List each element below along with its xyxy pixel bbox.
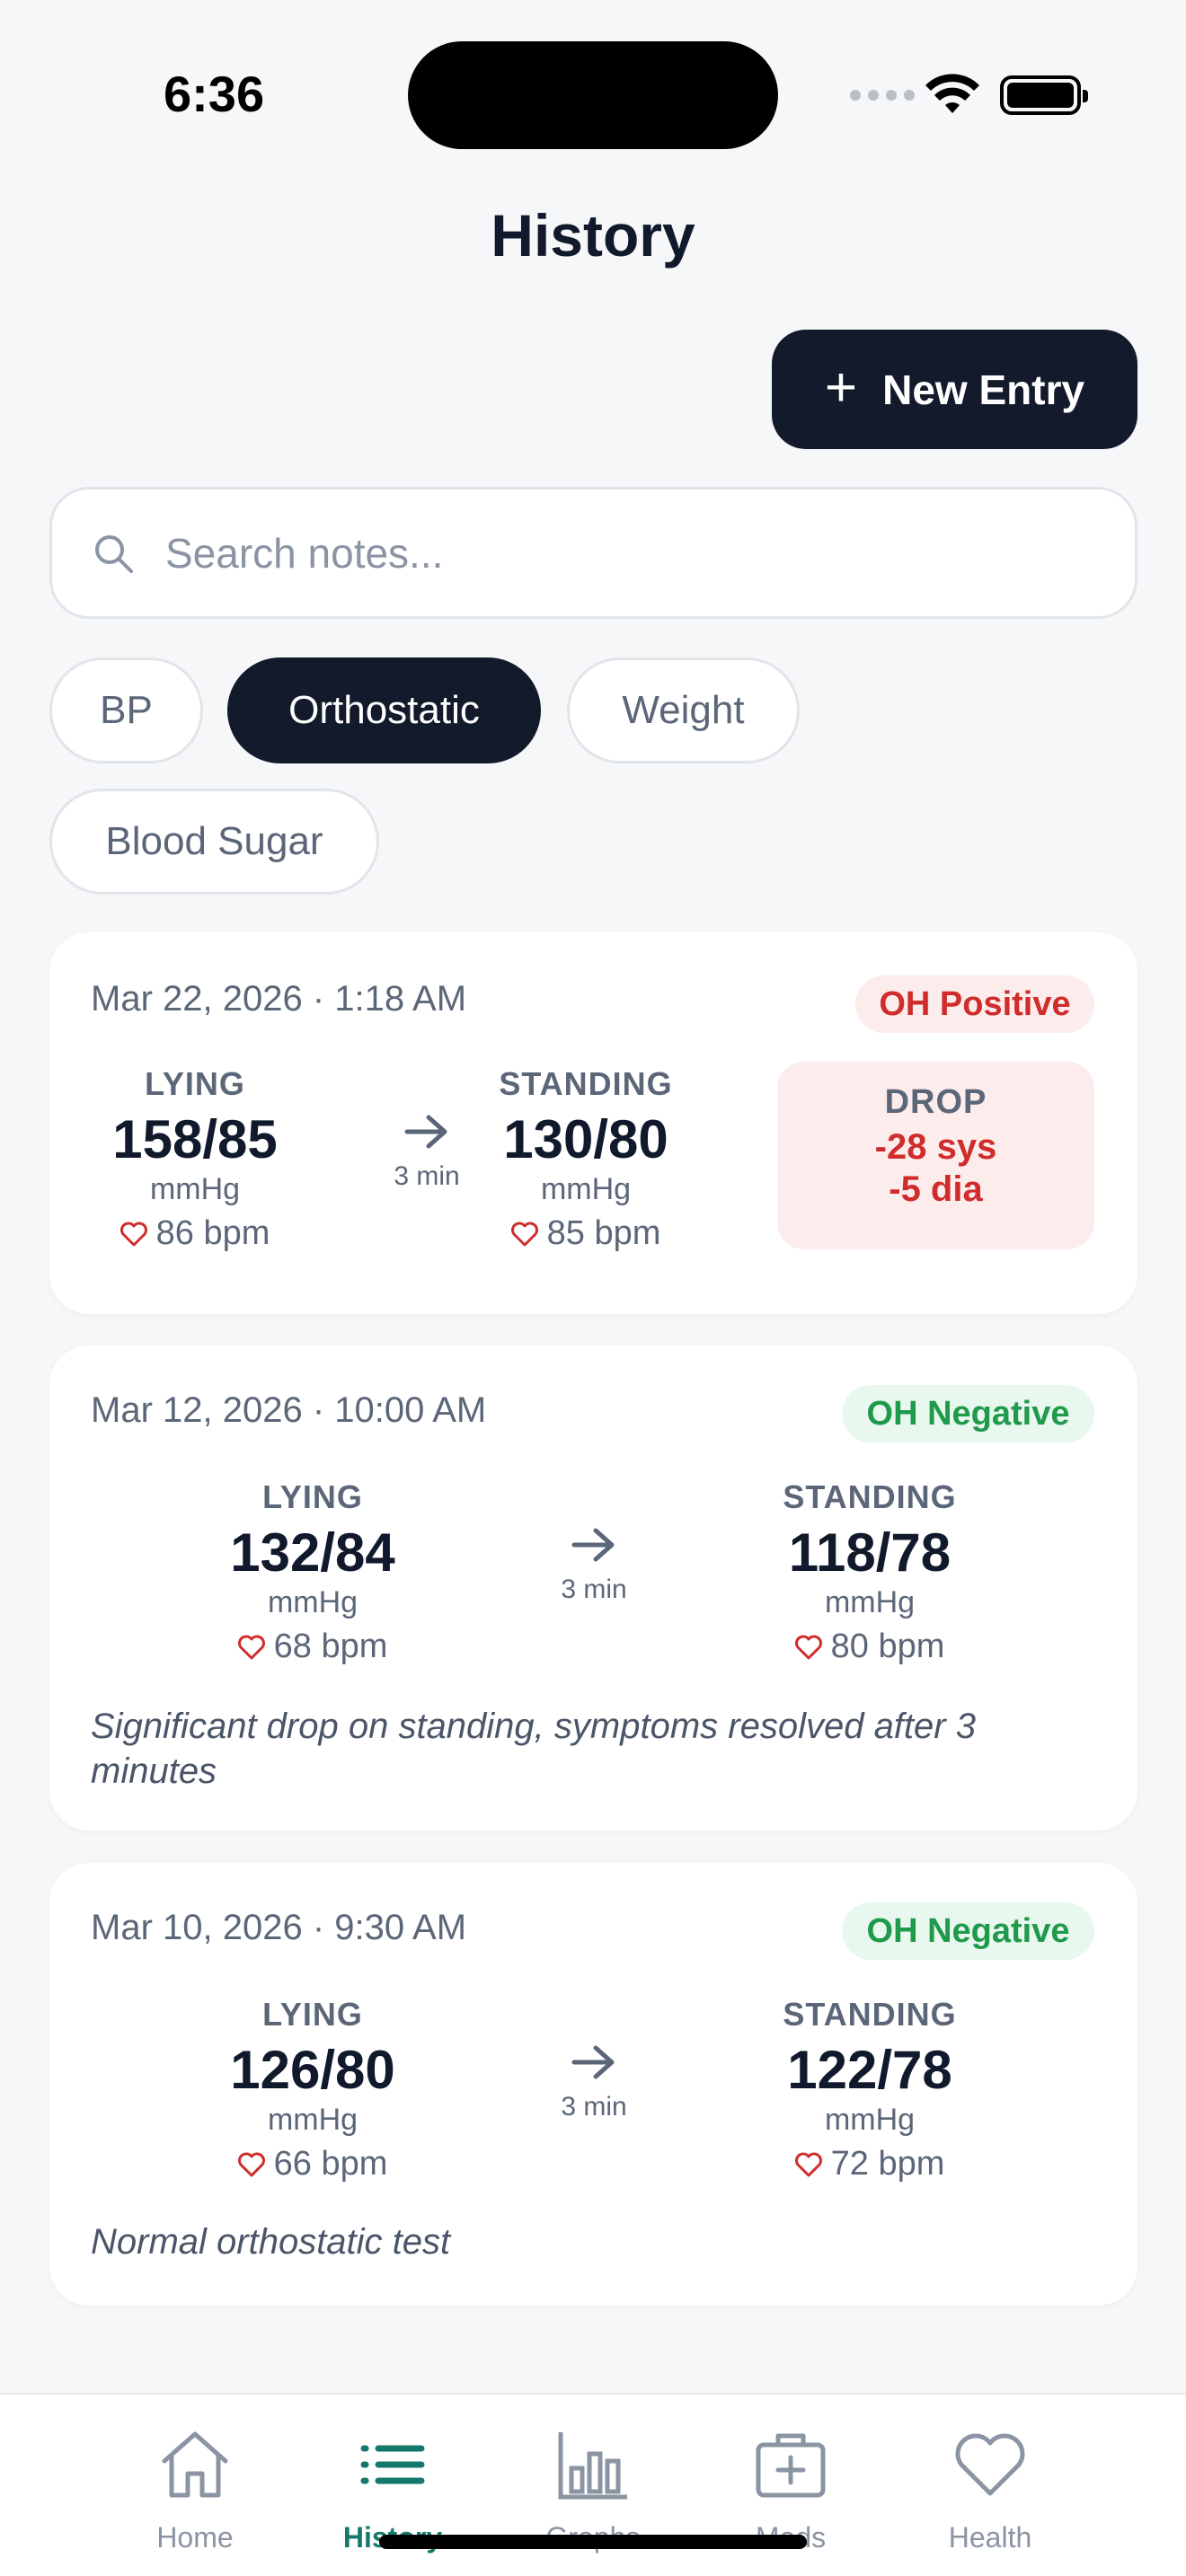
heart-icon [237, 2152, 265, 2176]
entry-date: Mar 22, 2026 · 1:18 AM [91, 979, 467, 1019]
status-badge: OH Positive [855, 975, 1094, 1033]
dynamic-island [408, 41, 778, 149]
standing-pulse: 72 bpm [762, 2145, 978, 2183]
tab-home[interactable]: Home [105, 2427, 285, 2554]
standing-bp: 122/78 [787, 2040, 952, 2100]
heart-icon [794, 2152, 822, 2176]
lying-unit: mmHg [267, 1585, 358, 1619]
status-time: 6:36 [164, 66, 265, 122]
transition-arrow: 3 min [540, 1525, 648, 1605]
standing-unit: mmHg [824, 2103, 916, 2137]
lying-bp: 132/84 [230, 1522, 395, 1583]
bar-chart-icon [558, 2432, 627, 2500]
drop-label: DROP [884, 1083, 987, 1121]
filter-chip-blood-sugar[interactable]: Blood Sugar [49, 789, 379, 895]
transition-arrow: 3 min [373, 1112, 481, 1192]
heart-icon [955, 2433, 1025, 2496]
search-icon [95, 534, 133, 573]
standing-bp: 130/80 [503, 1109, 668, 1169]
lying-pulse: 86 bpm [87, 1214, 303, 1253]
lying-label: LYING [262, 1478, 363, 1515]
standing-reading: STANDING 130/80 mmHg 85 bpm [478, 1065, 694, 1253]
standing-pulse-value: 85 bpm [546, 1214, 661, 1252]
entry-note: Significant drop on standing, symptoms r… [91, 1707, 976, 1791]
arrow-right-icon [571, 2045, 615, 2079]
wifi-icon [925, 74, 979, 113]
list-icon [360, 2445, 425, 2484]
cellular-signal-icon [850, 90, 915, 101]
lying-reading: LYING 132/84 mmHg 68 bpm [205, 1478, 420, 1666]
heart-icon [510, 1222, 538, 1246]
arrow-right-icon [571, 1528, 615, 1562]
lying-reading: LYING 126/80 mmHg 66 bpm [205, 1996, 420, 2183]
standing-label: STANDING [783, 1478, 957, 1515]
history-entry-card[interactable]: Mar 22, 2026 · 1:18 AM OH Positive LYING… [49, 932, 1137, 1314]
home-indicator [379, 2535, 807, 2549]
page-title: History [491, 202, 695, 269]
heart-icon [119, 1222, 147, 1246]
transition-duration: 3 min [561, 2092, 627, 2122]
filter-chip-weight[interactable]: Weight [567, 657, 800, 763]
lying-pulse: 68 bpm [205, 1628, 420, 1666]
battery-icon [1000, 75, 1088, 115]
standing-label: STANDING [783, 1996, 957, 2033]
lying-pulse-value: 66 bpm [273, 2145, 388, 2183]
status-badge: OH Negative [842, 1385, 1094, 1442]
lying-pulse-value: 68 bpm [273, 1628, 388, 1665]
status-badge: OH Negative [842, 1902, 1094, 1960]
standing-bp: 118/78 [788, 1522, 951, 1583]
transition-duration: 3 min [561, 1575, 627, 1604]
house-icon [162, 2431, 228, 2498]
plus-icon: + [824, 356, 858, 419]
standing-pulse-value: 80 bpm [830, 1628, 945, 1665]
standing-reading: STANDING 122/78 mmHg 72 bpm [762, 1996, 978, 2183]
lying-label: LYING [145, 1065, 245, 1102]
standing-pulse: 85 bpm [478, 1214, 694, 1253]
tab-label: Health [948, 2521, 1032, 2554]
standing-pulse: 80 bpm [762, 1628, 978, 1666]
entry-date: Mar 12, 2026 · 10:00 AM [91, 1390, 487, 1430]
heart-icon [237, 1635, 265, 1659]
lying-unit: mmHg [149, 1172, 241, 1206]
entry-note: Normal orthostatic test [91, 2222, 451, 2262]
standing-label: STANDING [499, 1065, 673, 1102]
standing-unit: mmHg [824, 1585, 916, 1619]
filter-chip-bp[interactable]: BP [49, 657, 203, 763]
lying-label: LYING [262, 1996, 363, 2033]
search-input[interactable]: Search notes... [49, 487, 1137, 619]
standing-reading: STANDING 118/78 mmHg 80 bpm [762, 1478, 978, 1666]
tab-health[interactable]: Health [900, 2427, 1080, 2554]
filter-chip-orthostatic[interactable]: Orthostatic [227, 657, 541, 763]
lying-bp: 126/80 [230, 2040, 395, 2100]
transition-arrow: 3 min [540, 2042, 648, 2122]
history-entry-card[interactable]: Mar 10, 2026 · 9:30 AM OH Negative LYING… [49, 1863, 1137, 2306]
lying-unit: mmHg [267, 2103, 358, 2137]
drop-systolic: -28 sys [874, 1127, 997, 1167]
new-entry-label: New Entry [882, 366, 1085, 413]
drop-diastolic: -5 dia [889, 1169, 983, 1209]
new-entry-button[interactable]: + New Entry [772, 330, 1137, 449]
medkit-icon [756, 2433, 826, 2498]
lying-pulse: 66 bpm [205, 2145, 420, 2183]
lying-reading: LYING 158/85 mmHg 86 bpm [87, 1065, 303, 1253]
drop-box: DROP -28 sys -5 dia [777, 1062, 1094, 1249]
standing-unit: mmHg [540, 1172, 632, 1206]
lying-pulse-value: 86 bpm [155, 1214, 270, 1252]
search-placeholder: Search notes... [165, 529, 444, 577]
history-entry-card[interactable]: Mar 12, 2026 · 10:00 AM OH Negative LYIN… [49, 1345, 1137, 1831]
arrow-right-icon [404, 1115, 447, 1149]
tab-label: Home [156, 2521, 234, 2554]
standing-pulse-value: 72 bpm [830, 2145, 945, 2183]
transition-duration: 3 min [394, 1161, 460, 1191]
heart-icon [794, 1635, 822, 1659]
lying-bp: 158/85 [112, 1109, 278, 1169]
entry-date: Mar 10, 2026 · 9:30 AM [91, 1908, 467, 1947]
